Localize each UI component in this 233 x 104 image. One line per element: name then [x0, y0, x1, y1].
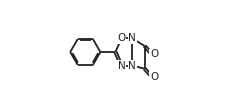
Text: O: O — [150, 72, 158, 82]
Text: N: N — [128, 61, 136, 71]
Text: N: N — [128, 33, 136, 43]
Text: O: O — [117, 33, 126, 43]
Text: N: N — [118, 61, 125, 71]
Text: O: O — [150, 49, 158, 59]
